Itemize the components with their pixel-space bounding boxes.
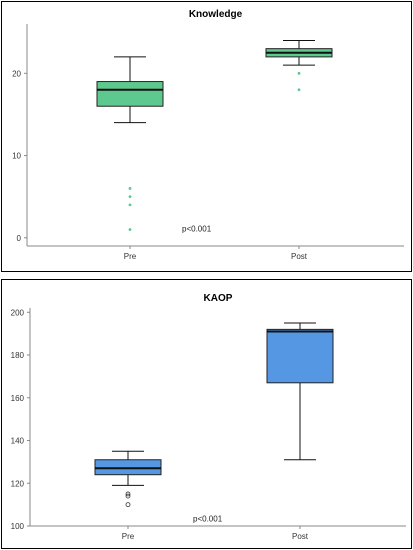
knowledge-pre-outlier — [128, 228, 132, 231]
y-tick-label: 180 — [11, 351, 25, 360]
kaop-pre-outlier — [125, 491, 131, 497]
kaop-pre-box — [94, 459, 162, 476]
x-tick-label: Post — [291, 252, 308, 261]
y-tick-label: 10 — [12, 152, 21, 161]
chart-title: KAOP — [204, 293, 233, 304]
kaop-post-box — [266, 328, 334, 384]
kaop-chart-panel: KAOP 100 120 140 160 180 200 Pre Post p<0.001 — [1, 279, 412, 549]
y-tick-label: 20 — [12, 69, 21, 78]
knowledge-pre-box — [96, 81, 164, 107]
kaop-pre-outlier — [125, 502, 131, 508]
kaop-pre-outlier — [125, 493, 131, 499]
p-value-annotation: p<0.001 — [193, 515, 223, 524]
y-tick-label: 160 — [11, 394, 25, 403]
y-tick-label: 120 — [11, 479, 25, 488]
knowledge-chart: Knowledge 0 10 20 Pre Post p<0.001 — [12, 9, 404, 261]
y-tick-label: 100 — [11, 522, 25, 531]
x-tick-label: Pre — [124, 252, 137, 261]
kaop-chart: KAOP 100 120 140 160 180 200 Pre Post p<0.001 — [11, 293, 406, 541]
x-tick-label: Post — [292, 532, 309, 541]
knowledge-post-outlier — [297, 71, 301, 75]
chart-title: Knowledge — [189, 9, 243, 20]
knowledge-pre-outlier — [128, 187, 132, 190]
y-tick-label: 140 — [11, 437, 25, 446]
p-value-annotation: p<0.001 — [182, 224, 212, 233]
knowledge-pre-outlier — [128, 195, 132, 199]
knowledge-pre-outlier — [128, 203, 132, 207]
y-tick-label: 0 — [17, 234, 22, 243]
knowledge-chart-panel: Knowledge 0 10 20 Pre Post p<0.001 — [1, 1, 412, 272]
y-tick-label: 200 — [11, 308, 25, 317]
knowledge-post-outlier — [297, 88, 301, 92]
x-tick-label: Pre — [122, 532, 135, 541]
